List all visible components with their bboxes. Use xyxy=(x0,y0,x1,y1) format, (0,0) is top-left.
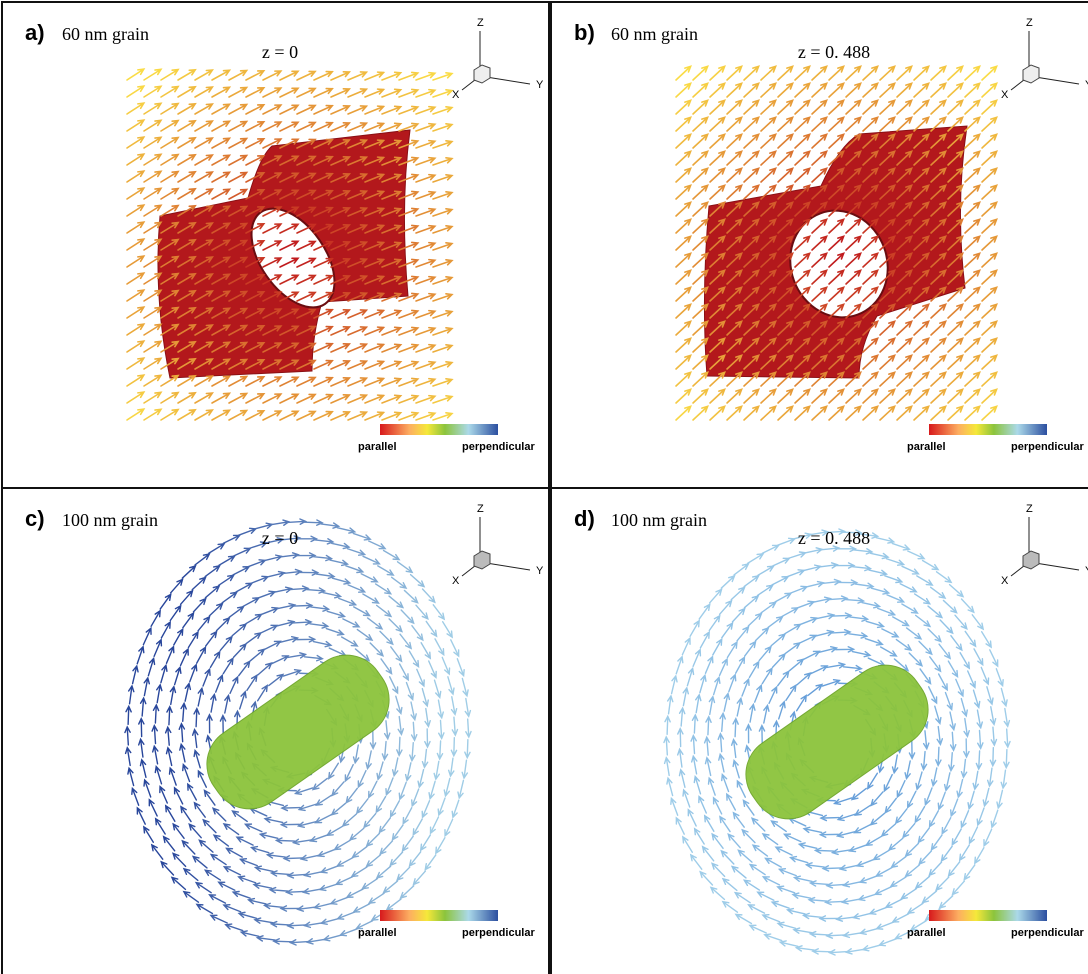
axis-label: Z xyxy=(1026,503,1033,515)
colorbar-min-label: parallel xyxy=(907,927,946,939)
axis-label: Z xyxy=(477,503,484,515)
colorbar-min-label: parallel xyxy=(907,441,946,453)
colorbar-max-label: perpendicular xyxy=(1011,441,1084,453)
panel: b)60 nm grainz = 0. 488ZYXparallelperpen… xyxy=(551,2,1088,490)
axis-label: X xyxy=(1001,575,1009,587)
slice-label: z = 0. 488 xyxy=(798,42,870,62)
panel-title: 100 nm grain xyxy=(62,510,158,530)
axis-label: Y xyxy=(536,565,544,577)
colorbar xyxy=(929,910,1047,921)
panel: c) 100 nm grain z = 0 Z Y Xparallel perpendicu… xyxy=(2,488,549,974)
colorbar xyxy=(380,910,498,921)
panel-title: 60 nm grain xyxy=(62,24,149,44)
slice-label: z = 0 xyxy=(262,42,298,62)
page: {"panels": [ {"letter": "a)", "title": "… xyxy=(0,0,1088,974)
axis-label: X xyxy=(1001,89,1009,101)
panel: a) 60 nm grain z = 0 Z Y Xparallel perpendicul… xyxy=(2,2,549,490)
axis-label: Z xyxy=(477,17,484,29)
axis-label: X xyxy=(452,575,460,587)
panel-letter: c) xyxy=(25,506,45,531)
colorbar-max-label: perpendicular xyxy=(462,441,535,453)
colorbar xyxy=(929,424,1047,435)
panel-letter: d) xyxy=(574,506,595,531)
slice-label: z = 0 xyxy=(262,528,298,548)
axis-label: Y xyxy=(536,79,544,91)
slice-label: z = 0. 488 xyxy=(798,528,870,548)
panel-title: 60 nm grain xyxy=(611,24,698,44)
panel-letter: b) xyxy=(574,20,595,45)
colorbar-max-label: perpendicular xyxy=(462,927,535,939)
colorbar-min-label: parallel xyxy=(358,441,397,453)
panel-letter: a) xyxy=(25,20,45,45)
colorbar-max-label: perpendicular xyxy=(1011,927,1084,939)
axis-label: X xyxy=(452,89,460,101)
panel: d)100 nm grainz = 0. 488ZYXparallelperpe… xyxy=(551,488,1088,974)
axis-label: Z xyxy=(1026,17,1033,29)
colorbar-min-label: parallel xyxy=(358,927,397,939)
colorbar xyxy=(380,424,498,435)
figure: a) 60 nm grain z = 0 Z Y Xparallel perpendicul… xyxy=(0,0,1088,974)
panel-title: 100 nm grain xyxy=(611,510,707,530)
